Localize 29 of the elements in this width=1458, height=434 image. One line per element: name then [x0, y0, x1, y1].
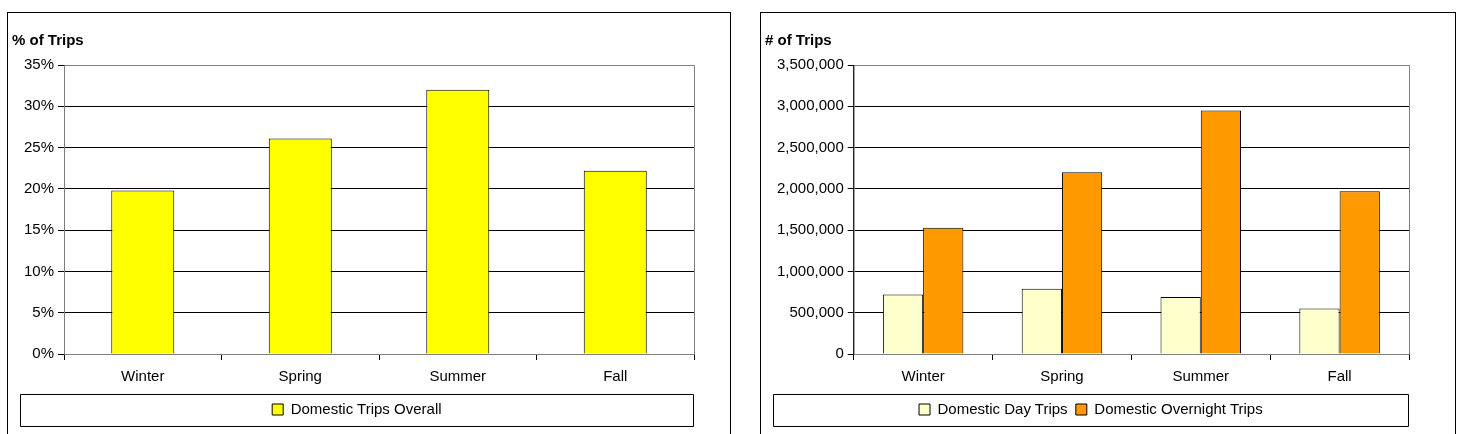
- legend-label: Domestic Day Trips: [937, 399, 1068, 417]
- y-axis-title: # of Trips: [765, 31, 832, 48]
- y-tick-label: 2,000,000: [777, 179, 844, 196]
- y-tick-label: 2,500,000: [777, 137, 844, 155]
- y-tick-label: 3,500,000: [777, 55, 844, 73]
- y-tick-label: 30%: [23, 96, 55, 114]
- x-tick-label: Spring: [278, 367, 322, 385]
- legend-label: Domestic Trips Overall: [290, 399, 442, 417]
- y-tick-label: 10%: [23, 261, 55, 279]
- y-tick-label: 1,000,000: [777, 261, 844, 279]
- x-tick-label: Summer: [1172, 367, 1230, 385]
- y-tick-label: 25%: [23, 137, 55, 155]
- y-tick-label: 15%: [23, 220, 55, 238]
- y-tick-label: 500,000: [789, 302, 844, 320]
- x-tick-label: Winter: [901, 367, 945, 385]
- y-axis-title: % of Trips: [12, 31, 84, 48]
- y-tick-label: 0: [835, 344, 844, 362]
- x-tick-label: Fall: [1327, 367, 1352, 385]
- x-tick-label: Summer: [429, 367, 487, 385]
- y-tick-label: 5%: [32, 302, 55, 320]
- y-tick-label: 1,500,000: [777, 220, 844, 238]
- legend-label: Domestic Overnight Trips: [1094, 399, 1263, 417]
- x-tick-label: Spring: [1040, 367, 1084, 385]
- x-tick-label: Winter: [121, 367, 165, 385]
- y-tick-label: 3,000,000: [777, 96, 844, 114]
- y-tick-label: 35%: [23, 55, 55, 73]
- y-tick-label: 20%: [23, 179, 55, 196]
- y-tick-label: 0%: [32, 344, 55, 362]
- x-tick-label: Fall: [603, 367, 628, 385]
